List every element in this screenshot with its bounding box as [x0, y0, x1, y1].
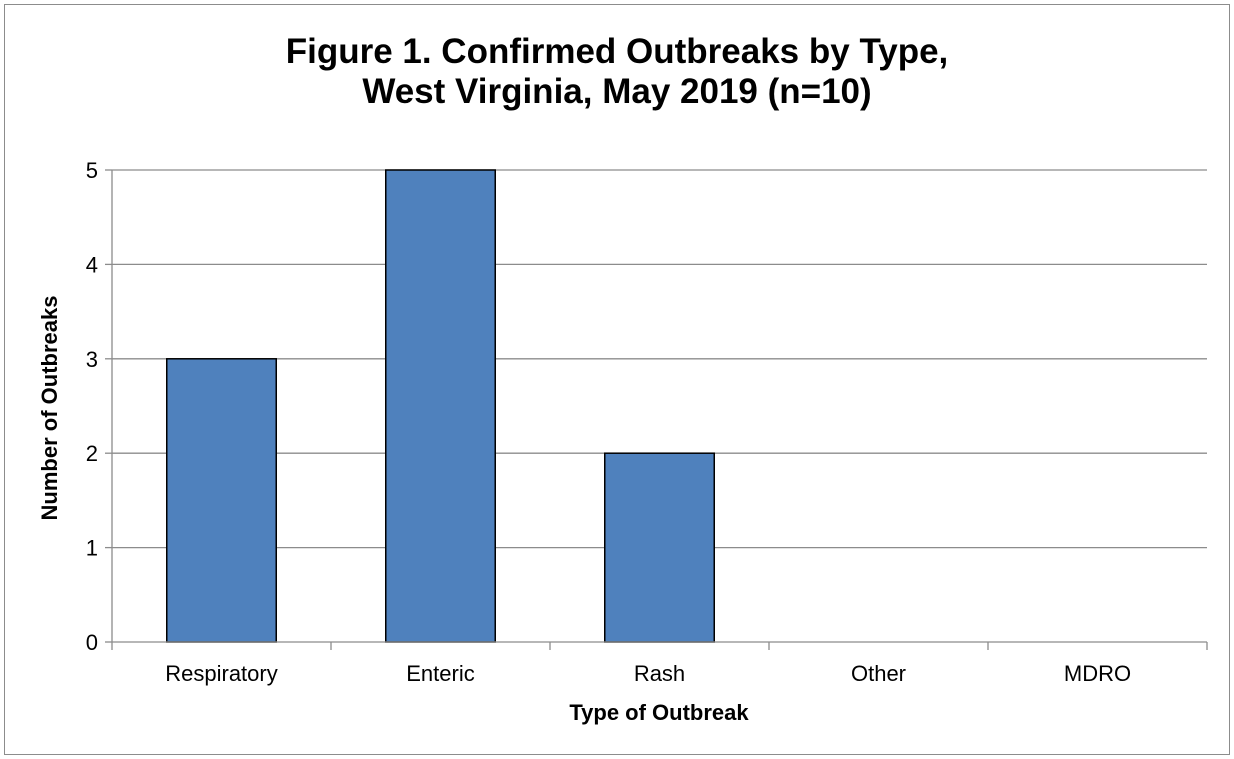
bar-respiratory: [166, 358, 277, 643]
x-tick-label: Other: [851, 661, 906, 686]
y-tick-label: 2: [86, 441, 98, 466]
y-axis-title: Number of Outbreaks: [37, 296, 62, 521]
axes: [111, 170, 1208, 650]
bar-rash: [604, 452, 715, 643]
y-tick-label: 5: [86, 158, 98, 183]
y-tick-labels: 0 1 2 3 4 5: [86, 158, 98, 655]
x-tick-label: Respiratory: [165, 661, 277, 686]
chart-title: Figure 1. Confirmed Outbreaks by Type,: [286, 32, 949, 71]
bar-enteric: [385, 169, 496, 643]
y-tick-label: 3: [86, 347, 98, 372]
x-tick-label: Enteric: [406, 661, 474, 686]
x-axis-title: Type of Outbreak: [569, 700, 749, 725]
chart-subtitle: West Virginia, May 2019 (n=10): [362, 72, 871, 111]
x-tick-labels: Respiratory Enteric Rash Other MDRO: [165, 661, 1131, 686]
y-tick-label: 4: [86, 252, 98, 277]
y-tick-label: 1: [86, 536, 98, 561]
bars: [166, 169, 715, 643]
x-tick-label: MDRO: [1064, 661, 1131, 686]
gridlines: [105, 169, 1207, 643]
x-tick-label: Rash: [634, 661, 685, 686]
y-tick-label: 0: [86, 630, 98, 655]
